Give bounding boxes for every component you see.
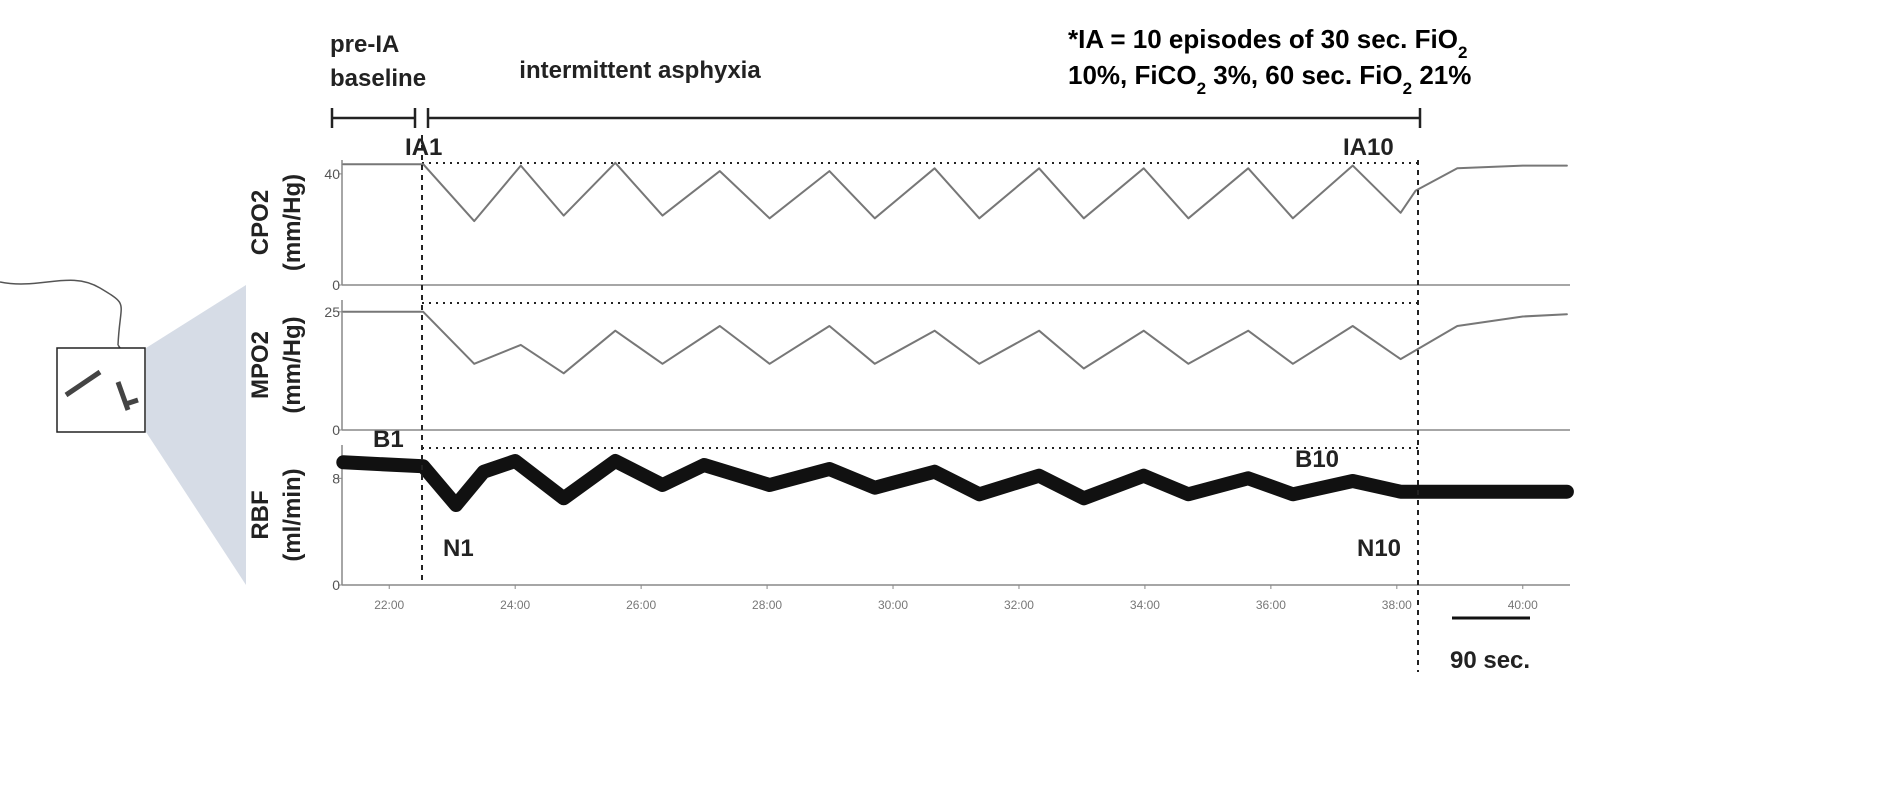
- y-axis-label: (ml/min): [279, 468, 306, 561]
- trace: [336, 454, 1574, 512]
- y-axis-label: CPO2: [247, 190, 274, 255]
- marker-label: IA10: [1343, 134, 1394, 161]
- device-icon: [64, 369, 139, 411]
- x-tick-label: 32:00: [1004, 598, 1034, 612]
- marker-label: N1: [443, 535, 474, 562]
- note-part: 3%, 60 sec. FiO: [1206, 60, 1403, 90]
- marker-label: IA1: [405, 134, 442, 161]
- x-tick-label: 22:00: [374, 598, 404, 612]
- phase-label: pre-IA: [330, 31, 399, 58]
- trace: [342, 310, 1568, 375]
- note-part: *IA = 10 episodes of 30 sec. FiO: [1068, 24, 1458, 54]
- y-axis-label: MPO2: [247, 331, 274, 399]
- y-tick-label: 0: [332, 422, 340, 438]
- x-tick-label: 28:00: [752, 598, 782, 612]
- note-part: 2: [1403, 79, 1412, 98]
- y-tick-label: 0: [332, 577, 340, 593]
- y-axis-label: (mm/Hg): [279, 316, 306, 413]
- y-tick-label: 25: [324, 304, 340, 320]
- x-tick-label: 30:00: [878, 598, 908, 612]
- x-tick-label: 26:00: [626, 598, 656, 612]
- x-tick-label: 38:00: [1382, 598, 1412, 612]
- y-tick-label: 0: [332, 277, 340, 293]
- note: *IA = 10 episodes of 30 sec. FiO2: [1068, 24, 1467, 62]
- marker-label: B10: [1295, 446, 1339, 473]
- y-axis-label: RBF: [247, 490, 274, 539]
- y-tick-label: 8: [332, 470, 340, 486]
- note: 10%, FiCO2 3%, 60 sec. FiO2 21%: [1068, 60, 1471, 98]
- x-tick-label: 40:00: [1508, 598, 1538, 612]
- x-tick-label: 34:00: [1130, 598, 1160, 612]
- marker-label: N10: [1357, 535, 1401, 562]
- zoom-wedge: [146, 285, 246, 585]
- note-part: 21%: [1412, 60, 1471, 90]
- x-tick-label: 24:00: [500, 598, 530, 612]
- scale-label: 90 sec.: [1450, 647, 1530, 674]
- note-part: 10%, FiCO: [1068, 60, 1197, 90]
- trace: [342, 161, 1568, 223]
- x-tick-label: 36:00: [1256, 598, 1286, 612]
- phase-label: intermittent asphyxia: [519, 57, 761, 84]
- y-tick-label: 40: [324, 166, 340, 182]
- phase-label: baseline: [330, 65, 426, 92]
- note-part: 2: [1458, 43, 1467, 62]
- y-axis-label: (mm/Hg): [279, 174, 306, 271]
- note-part: 2: [1197, 79, 1206, 98]
